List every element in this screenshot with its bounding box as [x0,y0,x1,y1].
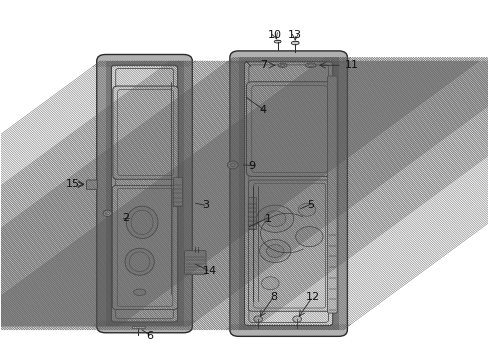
FancyBboxPatch shape [229,51,346,336]
Circle shape [298,203,315,216]
Text: 2: 2 [122,213,129,222]
Ellipse shape [133,289,145,296]
Text: 7: 7 [260,60,267,70]
FancyBboxPatch shape [111,65,177,322]
FancyBboxPatch shape [246,82,332,176]
Bar [238,324,338,330]
Ellipse shape [291,41,299,45]
Bar [248,197,256,229]
Circle shape [295,226,323,247]
Bar [238,57,246,330]
FancyBboxPatch shape [244,62,332,325]
Bar [238,57,338,63]
Circle shape [259,239,290,262]
Text: 5: 5 [306,200,313,210]
Bar [105,320,183,326]
Circle shape [227,161,238,169]
Ellipse shape [126,206,158,238]
FancyBboxPatch shape [184,251,205,274]
Text: 6: 6 [145,331,153,341]
Text: 9: 9 [248,161,255,171]
Text: 1: 1 [264,215,271,224]
FancyBboxPatch shape [97,54,192,333]
Text: 14: 14 [203,266,217,276]
Text: 15: 15 [66,179,80,189]
Bar [172,177,181,206]
Text: 11: 11 [344,60,358,70]
Bar [132,326,144,328]
Bar [175,61,183,326]
Circle shape [292,316,301,322]
Text: 13: 13 [287,30,302,40]
FancyBboxPatch shape [327,76,336,313]
FancyBboxPatch shape [113,86,178,179]
Text: 10: 10 [267,30,281,40]
FancyBboxPatch shape [248,180,330,311]
Text: 12: 12 [305,292,319,302]
FancyBboxPatch shape [86,180,97,189]
Circle shape [266,244,284,257]
Bar [105,61,113,326]
Circle shape [256,205,293,232]
Circle shape [103,210,112,217]
Bar [105,61,183,67]
FancyBboxPatch shape [112,185,177,310]
Text: 8: 8 [270,292,277,302]
Ellipse shape [278,63,286,67]
Circle shape [253,316,262,322]
Circle shape [261,277,279,290]
Text: 3: 3 [202,200,208,210]
Ellipse shape [125,248,154,275]
Ellipse shape [305,63,316,68]
Bar [330,57,338,330]
Ellipse shape [274,40,281,43]
Circle shape [264,211,285,226]
Text: 4: 4 [259,105,266,115]
